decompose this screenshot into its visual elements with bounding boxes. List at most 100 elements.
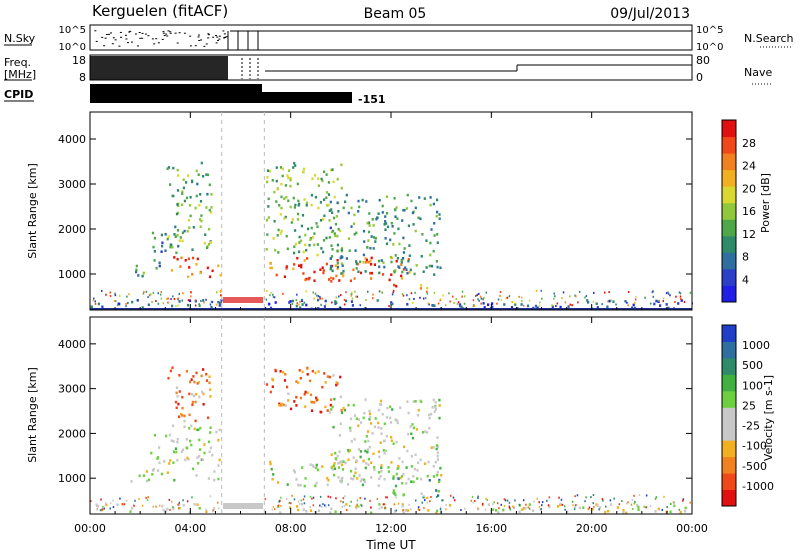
noise-cell <box>456 303 459 305</box>
nsky-dot <box>207 33 210 35</box>
data-cell <box>336 267 339 271</box>
data-cell <box>338 306 341 310</box>
data-cell <box>269 266 272 270</box>
colorbar-segment <box>722 407 736 425</box>
noise-cell <box>513 507 515 510</box>
data-cell <box>420 284 423 287</box>
data-cell <box>173 478 176 482</box>
data-cell <box>434 460 437 464</box>
data-cell <box>386 406 389 410</box>
data-cell <box>432 465 435 468</box>
noise-cell <box>437 302 440 305</box>
data-cell <box>188 226 191 229</box>
data-cell <box>492 508 495 511</box>
nsky-dot <box>136 45 139 47</box>
data-cell <box>394 269 397 272</box>
nsky-dot <box>176 42 179 44</box>
data-cell <box>341 264 344 268</box>
data-cell <box>378 503 381 506</box>
data-cell <box>357 199 360 203</box>
nsky-dot <box>174 32 177 34</box>
noise-cell <box>504 499 507 502</box>
data-cell <box>370 235 373 238</box>
noise-cell <box>395 496 397 499</box>
noise-cell <box>506 499 509 502</box>
noise-cell <box>480 302 482 305</box>
noise-cell <box>555 305 557 307</box>
data-cell <box>291 218 294 221</box>
data-cell <box>502 508 505 512</box>
noise-cell <box>173 298 176 300</box>
nsearch-tick-top: 10^5 <box>696 25 723 36</box>
data-cell <box>385 434 388 438</box>
noise-cell <box>644 296 646 299</box>
freq-tick-top: 18 <box>72 54 86 67</box>
noise-cell <box>395 509 397 512</box>
cpid-bar-lower <box>90 92 352 103</box>
noise-cell <box>472 501 474 504</box>
data-cell <box>317 298 320 302</box>
noise-cell <box>335 497 337 500</box>
data-cell <box>336 201 339 205</box>
data-cell <box>625 511 628 515</box>
data-cell <box>347 448 350 452</box>
data-cell <box>292 469 296 472</box>
noise-cell <box>101 290 103 292</box>
data-cell <box>408 244 411 247</box>
noise-cell <box>343 505 345 508</box>
data-cell <box>357 270 360 273</box>
noise-cell <box>381 291 383 294</box>
data-cell <box>402 267 405 271</box>
data-cell <box>160 233 163 237</box>
data-cell <box>158 264 161 268</box>
data-cell <box>345 503 348 506</box>
noise-cell <box>170 298 172 301</box>
data-cell <box>192 256 195 260</box>
data-cell <box>304 405 307 408</box>
data-cell <box>168 462 171 465</box>
data-cell <box>328 278 331 281</box>
data-cell <box>305 204 308 207</box>
data-cell <box>340 163 343 167</box>
data-cell <box>289 184 292 188</box>
data-cell <box>429 253 432 257</box>
data-cell <box>401 481 404 485</box>
noise-cell <box>194 299 197 302</box>
data-cell <box>199 426 202 430</box>
noise-cell <box>663 495 665 498</box>
data-cell <box>402 251 405 254</box>
noise-cell <box>536 497 538 500</box>
x-tick-label: 00:00 <box>74 522 106 535</box>
data-cell <box>167 235 170 238</box>
noise-cell <box>584 500 586 503</box>
data-cell <box>423 197 426 200</box>
data-cell <box>192 394 196 398</box>
data-cell <box>328 411 332 414</box>
data-cell <box>179 236 182 239</box>
data-cell <box>329 264 333 268</box>
noise-cell <box>327 495 329 498</box>
data-cell <box>659 304 662 307</box>
data-cell <box>578 506 581 510</box>
data-cell <box>116 503 119 507</box>
data-cell <box>402 257 405 260</box>
nsky-dot <box>215 35 218 37</box>
noise-cell <box>574 495 576 498</box>
noise-cell <box>578 290 581 293</box>
data-cell <box>393 283 396 287</box>
noise-cell <box>634 298 637 301</box>
data-cell <box>596 504 599 507</box>
noise-cell <box>508 501 511 504</box>
data-cell <box>153 259 156 262</box>
data-cell <box>342 460 345 463</box>
data-cell <box>357 424 360 428</box>
data-cell <box>378 455 381 459</box>
data-cell <box>330 276 333 280</box>
data-cell <box>374 240 377 243</box>
data-cell <box>334 222 338 226</box>
data-cell <box>213 478 216 482</box>
data-cell <box>189 439 192 443</box>
data-cell <box>330 208 333 211</box>
data-cell <box>394 484 398 488</box>
data-cell <box>373 468 376 472</box>
